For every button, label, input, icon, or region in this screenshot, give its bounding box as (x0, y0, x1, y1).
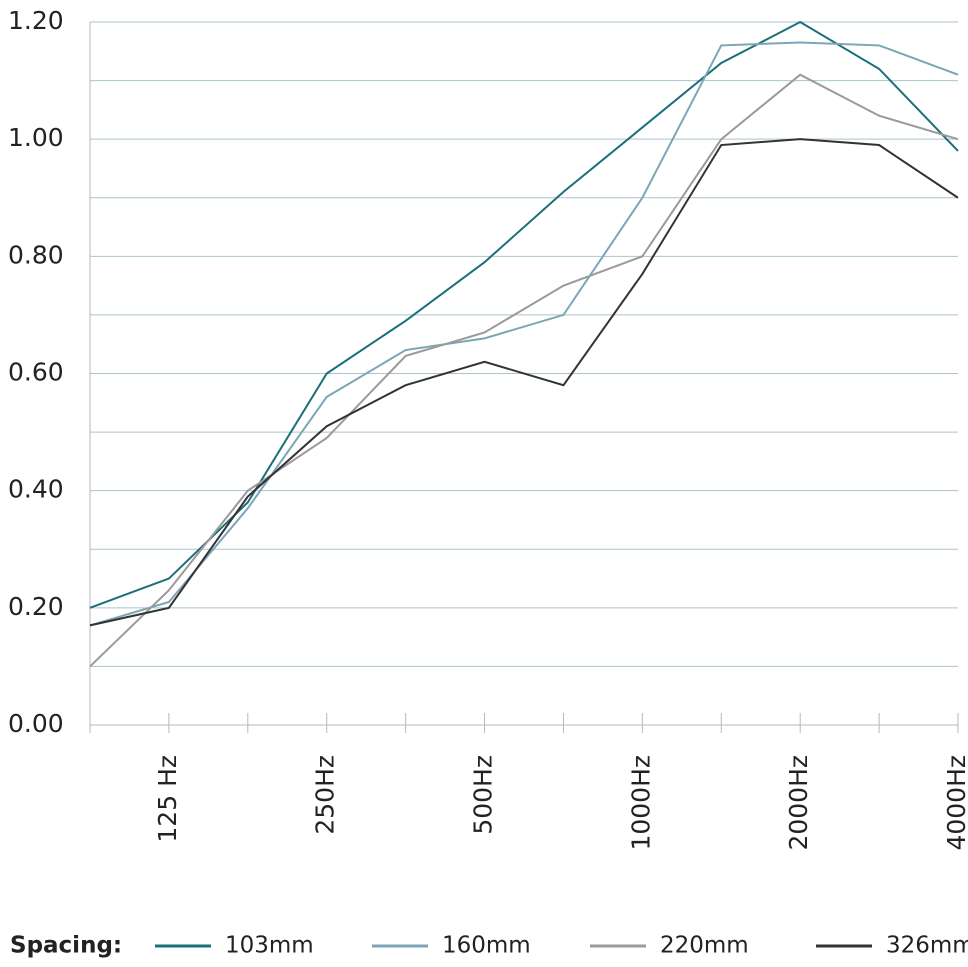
y-tick-label: 0.80 (8, 240, 64, 269)
legend-title: Spacing: (10, 933, 122, 959)
legend-label: 326mm (886, 933, 968, 959)
legend-label: 103mm (225, 933, 314, 959)
y-tick-label: 0.20 (8, 592, 64, 621)
legend-label: 220mm (660, 933, 749, 959)
x-tick-label: 2000Hz (784, 755, 813, 851)
series-line (89, 73, 959, 668)
x-tick-label: 250Hz (311, 755, 340, 835)
x-tick-label: 1000Hz (626, 755, 655, 851)
series-line (89, 41, 959, 627)
y-tick-label: 1.20 (8, 6, 64, 35)
x-tick-label: 4000Hz (942, 755, 968, 851)
y-tick-label: 0.40 (8, 475, 64, 504)
x-tick-label: 125 Hz (153, 755, 182, 843)
legend: Spacing: 103mm 160mm 220mm 326mm (10, 933, 968, 959)
series-line (89, 138, 959, 627)
y-tick-label: 1.00 (8, 123, 64, 152)
legend-label: 160mm (442, 933, 531, 959)
y-tick-label: 0.60 (8, 358, 64, 387)
x-tick-label: 500Hz (469, 755, 498, 835)
y-tick-label: 0.00 (8, 709, 64, 738)
